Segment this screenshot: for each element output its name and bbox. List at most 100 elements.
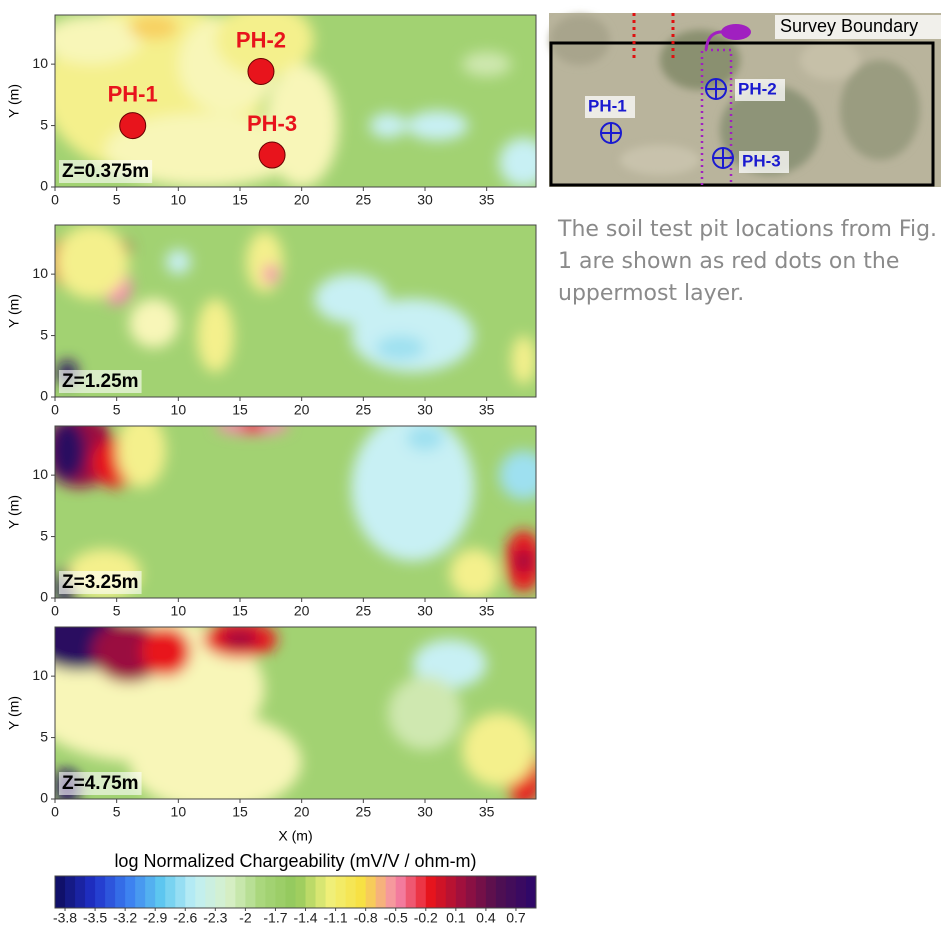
contour-blob <box>515 548 533 574</box>
depth-label: Z=1.25m <box>62 371 139 392</box>
contour-blob <box>499 450 536 500</box>
y-tick-label: 0 <box>40 388 48 404</box>
depth-label: Z=0.375m <box>62 161 149 182</box>
contour-blob <box>375 335 425 361</box>
label-bg <box>735 79 785 101</box>
contour-blobs <box>55 15 536 187</box>
x-tick-label: 5 <box>113 192 121 208</box>
colorbar-band <box>385 876 397 908</box>
label-bg <box>775 15 941 39</box>
frame <box>54 14 537 188</box>
x-tick-label: 5 <box>113 804 121 820</box>
contour-panel: 0 5 10 15 20 25 30 35 0 5 10 Y (m) Z=1.25m <box>6 224 537 418</box>
test-pit-label: PH-1 <box>108 81 158 106</box>
y-tick-label: 0 <box>40 589 48 605</box>
x-tick-label: 0 <box>51 603 59 619</box>
depth-label: Z=4.75m <box>62 773 139 794</box>
contour-blob <box>116 426 166 488</box>
colorbar-band <box>365 876 377 908</box>
colorbar-band <box>155 876 166 908</box>
contour-blob <box>462 51 512 77</box>
colorbar-band <box>65 876 76 908</box>
x-tick-label: 20 <box>294 402 310 418</box>
x-tick-label: 35 <box>479 603 495 619</box>
frame <box>54 626 537 800</box>
colorbar-band <box>295 876 307 908</box>
colorbar-band <box>405 876 417 908</box>
contour-blobs <box>55 225 536 385</box>
colorbar-band <box>125 876 136 908</box>
colorbar-band <box>95 876 106 908</box>
test-pit <box>258 141 286 169</box>
vegetation <box>550 15 920 175</box>
x-tick-label: 25 <box>356 804 372 820</box>
colorbar-band <box>275 876 286 908</box>
x-tick-label: 30 <box>417 804 433 820</box>
colorbar-tick-label: 0.7 <box>506 910 526 926</box>
contour-blob <box>462 712 536 787</box>
colorbar-band <box>225 876 236 908</box>
contour-blob <box>55 225 129 299</box>
y-axis-label: Y (m) <box>6 696 22 730</box>
contour-blob <box>388 676 462 750</box>
colorbar-band <box>165 876 176 908</box>
contour-blob <box>369 113 407 138</box>
contour-blob <box>221 630 259 648</box>
y-axis-label: Y (m) <box>6 84 22 118</box>
contour-blob <box>196 298 234 373</box>
colorbar-band <box>475 876 487 908</box>
colorbar-band <box>495 876 507 908</box>
colorbar-band <box>305 876 317 908</box>
survey-boundary <box>549 41 935 187</box>
pit-label: PH-3 <box>742 151 781 170</box>
colorbar-tick-label: 0.4 <box>476 910 496 926</box>
contour-blob <box>129 712 302 799</box>
y-tick-label: 0 <box>40 178 48 194</box>
y-tick-label: 10 <box>32 55 48 71</box>
x-tick-label: 30 <box>417 603 433 619</box>
x-tick-label: 15 <box>232 804 248 820</box>
colorbar-band <box>425 876 437 908</box>
contour-blob <box>263 264 279 284</box>
contour-panel: 0 5 10 15 20 25 30 35 0 5 10 Y (m) Z=0.375m PH-1 PH-2 P… <box>6 14 537 208</box>
label-bg <box>59 571 142 595</box>
colorbar-band <box>135 876 146 908</box>
x-tick-label: 35 <box>479 804 495 820</box>
x-tick-label: 30 <box>417 402 433 418</box>
frame <box>54 224 537 398</box>
test-pit <box>247 58 275 86</box>
label-bg <box>59 772 142 796</box>
contour-blob <box>246 231 284 293</box>
contour-blob <box>129 298 179 348</box>
y-tick-label: 10 <box>32 265 48 281</box>
x-tick-label: 15 <box>232 192 248 208</box>
contour-panel: 0 5 10 15 20 25 30 35 0 5 10 Y (m) Z=4.75m <box>6 626 537 820</box>
label-bg <box>739 151 789 173</box>
colorbar-tick-label: -0.8 <box>354 910 378 926</box>
colorbar-tick-label: -2.9 <box>143 910 167 926</box>
x-tick-label: 35 <box>479 402 495 418</box>
contour-blob <box>314 274 388 324</box>
y-axis-label: Y (m) <box>6 495 22 529</box>
colorbar-band <box>375 876 387 908</box>
colorbar-band <box>335 876 347 908</box>
inset-title: Survey Boundary <box>780 16 918 36</box>
label-bg <box>59 370 142 394</box>
x-tick-label: 20 <box>294 192 310 208</box>
colorbar-band <box>115 876 126 908</box>
x-tick-label: 25 <box>356 402 372 418</box>
y-tick-label: 10 <box>32 466 48 482</box>
colorbar-band <box>285 876 296 908</box>
colorbar-band <box>175 876 186 908</box>
colorbar-band <box>515 876 527 908</box>
y-tick-label: 5 <box>40 116 48 132</box>
x-tick-label: 35 <box>479 192 495 208</box>
pit-label: PH-1 <box>588 96 627 115</box>
colorbar-tick-label: -3.8 <box>53 910 77 926</box>
frame <box>54 425 537 599</box>
colorbar-frame <box>54 875 537 909</box>
contour-blob <box>215 15 314 77</box>
colorbar-tick-label: 0.1 <box>446 910 466 926</box>
colorbar-tick-label: -2 <box>239 910 252 926</box>
colorbar-band <box>345 876 357 908</box>
